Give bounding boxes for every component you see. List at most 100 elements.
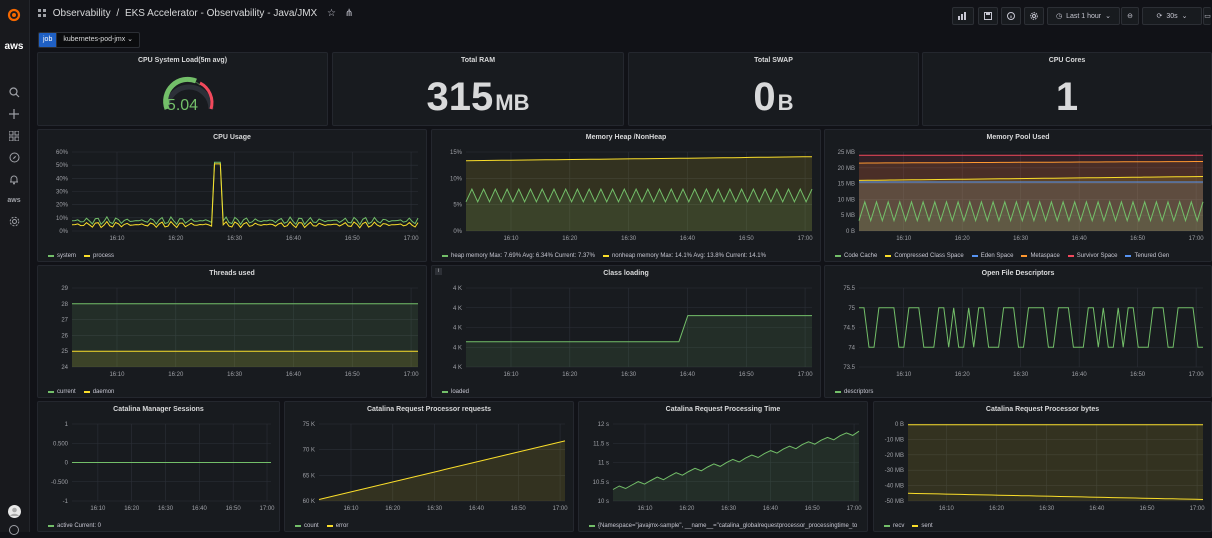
settings-gear-icon[interactable] [6,213,22,229]
series-line [465,156,813,162]
dashboard-title[interactable]: EKS Accelerator - Observability - Java/J… [124,8,318,19]
panel-request-time[interactable]: Catalina Request Processing Time 12 s 11.5… [578,401,868,532]
legend-item[interactable]: error [326,523,348,529]
share-icon[interactable]: ⋔ [344,8,354,19]
y-tick-label: 0 B [895,422,904,428]
info-icon[interactable] [1001,7,1021,25]
x-tick-label: 16:50 [226,506,242,512]
legend-item[interactable]: count [295,523,319,529]
grafana-logo-icon[interactable] [6,7,22,23]
x-tick-label: 16:30 [158,506,174,512]
x-tick-label: 16:30 [227,372,243,378]
alerting-bell-icon[interactable] [6,171,22,187]
series-area [859,182,1203,231]
panel-cpu-usage[interactable]: CPU Usage 60% 50% 40% 30% 20% 10% 0% 16:10 16:20 1… [37,129,427,262]
legend-item[interactable]: Tenured Gen [1125,253,1169,259]
y-tick-label: 74.5 [843,326,855,332]
zoom-out-icon[interactable]: ⊖ [1121,7,1139,25]
legend-item[interactable]: daemon [83,389,115,395]
legend-swatch [326,525,333,527]
plus-icon[interactable] [6,106,22,122]
refresh-picker-button[interactable]: ⟳ 30s ⌄ [1142,7,1202,25]
sidebar: aws aws [0,0,30,535]
breadcrumb-folder[interactable]: Observability [52,8,111,19]
aws-services-icon[interactable]: aws [7,196,21,204]
series-line [859,307,1203,348]
legend-item[interactable]: recv [884,523,904,529]
y-tick-label: 4 K [453,286,462,292]
x-tick-label: 16:20 [989,506,1005,512]
series-area [466,156,812,231]
legend-item[interactable]: nonheap memory Max: 14.1% Avg: 13.8% Cur… [602,253,766,259]
x-tick-label: 16:40 [1072,372,1088,378]
aws-logo-icon[interactable]: aws [4,40,24,52]
legend-item[interactable]: Compressed Class Space [885,253,964,259]
dashboards-icon[interactable] [6,128,22,144]
x-tick-label: 16:20 [562,236,578,242]
legend-item[interactable]: loaded [442,389,469,395]
panel-total-swap[interactable]: Total SWAP 0B [628,52,919,126]
panel-total-ram[interactable]: Total RAM 315MB [332,52,624,126]
tv-mode-icon[interactable]: ▭ [1203,7,1211,25]
legend-swatch [442,255,448,257]
y-tick-label: 0% [59,229,68,235]
legend-swatch [295,525,301,527]
legend-label: heap memory Max: 7.69% Avg: 6.34% Curren… [451,253,595,259]
settings-icon[interactable] [1024,7,1044,25]
y-tick-label: 5 MB [841,213,855,219]
search-icon[interactable] [6,84,22,100]
explore-compass-icon[interactable] [6,149,22,165]
panel-request-bytes[interactable]: Catalina Request Processor bytes 0 B -10 M… [873,401,1212,532]
y-tick-label: 4 K [453,326,462,332]
legend-item[interactable]: Survivor Space [1067,253,1117,259]
y-tick-label: 0.500 [53,441,69,447]
x-tick-label: 16:40 [763,506,779,512]
legend-swatch [1021,255,1028,257]
panel-open-fd[interactable]: Open File Descriptors 75.5 75 74.5 74 73.5 16:… [824,265,1212,398]
chart-legend: recv sent [884,523,933,529]
panel-class-loading[interactable]: i Class loading 4 K 4 K 4 K 4 K 4 K 16:10 16:20 1… [431,265,821,398]
user-avatar[interactable] [6,503,22,519]
legend-label: daemon [92,389,115,395]
breadcrumb-separator: / [116,8,120,19]
series-area [859,155,1203,231]
chart-legend: system process [48,253,114,259]
legend-item[interactable]: Eden Space [971,253,1013,259]
y-tick-label: 10% [450,176,463,182]
legend-swatch [1125,255,1132,257]
legend-item[interactable]: process [84,253,114,259]
panel-cpu-cores[interactable]: CPU Cores 1 [922,52,1212,126]
panel-info-icon[interactable]: i [435,268,442,275]
legend-item[interactable]: descriptors [835,389,873,395]
save-icon[interactable] [978,7,998,25]
legend-item[interactable]: Code Cache [835,253,877,259]
panel-memory-heap[interactable]: Memory Heap /NonHeap 15% 10% 5% 0% 16:10 16:20… [431,129,821,262]
legend-item[interactable]: system [48,253,76,259]
chart-legend: count error [295,523,348,529]
legend-swatch [83,391,90,393]
panel-threads[interactable]: Threads used 29 28 27 26 25 24 16:10 16:20 16:30 1… [37,265,427,398]
legend-item[interactable]: current [48,389,76,395]
star-icon[interactable]: ☆ [327,8,336,19]
series-line [466,315,812,343]
legend-swatch [884,525,890,527]
legend-label: nonheap memory Max: 14.1% Avg: 13.8% Cur… [611,253,766,259]
panel-manager-sessions[interactable]: Catalina Manager Sessions 1 0.500 0 -0.500 -1… [37,401,280,532]
legend-item[interactable]: Metaspace [1021,253,1060,259]
panel-cpu-load[interactable]: CPU System Load(5m avg) 5.04 [37,52,328,126]
legend-item[interactable]: {Namespace="javajmx-sample", __name__="c… [589,523,857,529]
x-tick-label: 16:20 [124,506,140,512]
variable-dropdown[interactable]: kubernetes-pod-jmx ⌄ [57,32,141,48]
legend-item[interactable]: heap memory Max: 7.69% Avg: 6.34% Curren… [442,253,595,259]
panel-memory-pool[interactable]: Memory Pool Used 25 MB 20 MB 15 MB 10 MB 5 MB… [824,129,1212,262]
help-icon[interactable] [6,522,22,538]
refresh-interval-label: 30s [1166,12,1178,20]
legend-swatch [835,391,841,393]
time-picker-button[interactable]: ◷ Last 1 hour ⌄ [1047,7,1120,25]
y-tick-label: -30 MB [885,468,904,474]
legend-item[interactable]: active Current: 0 [48,523,101,529]
legend-item[interactable]: sent [912,523,933,529]
x-tick-label: 17:00 [847,506,863,512]
add-panel-icon[interactable] [952,7,974,25]
